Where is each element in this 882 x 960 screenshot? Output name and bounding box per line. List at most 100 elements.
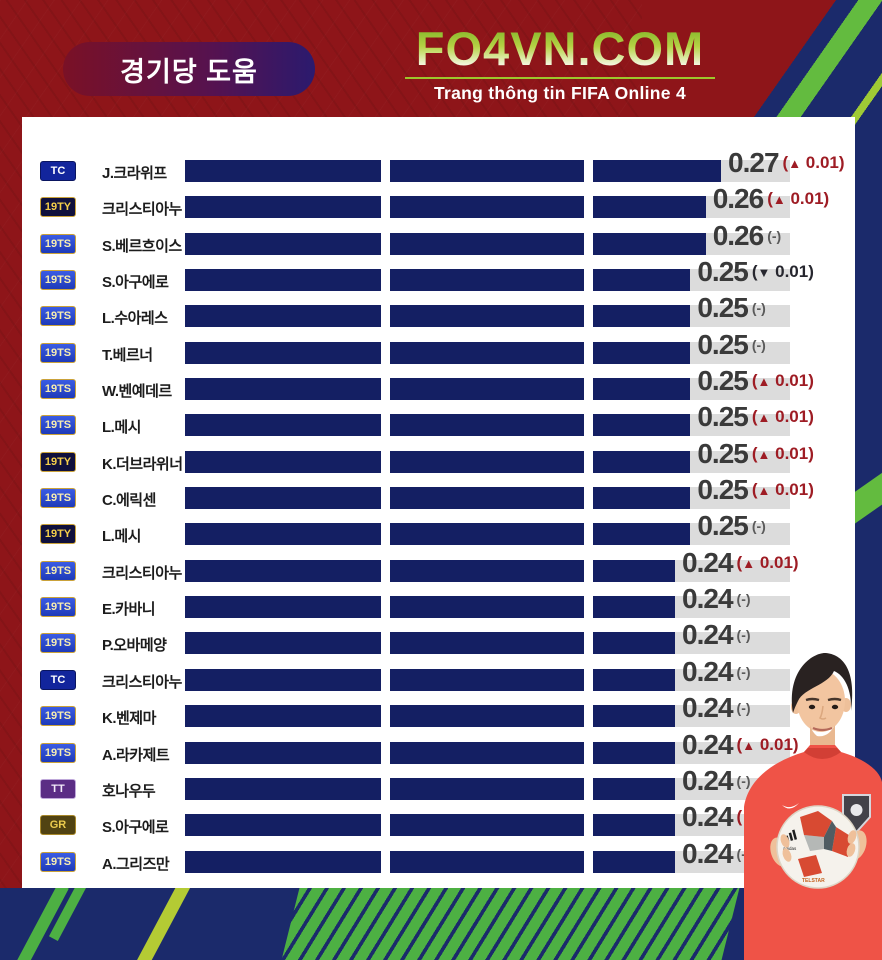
bar-segment-gap (584, 450, 593, 473)
change-down-icon: ▼ (757, 265, 771, 281)
player-card-badge: 19TY (40, 451, 76, 472)
bar-track: 0.24 (-) (185, 619, 790, 655)
bar-fill (185, 341, 691, 364)
table-row: 19TS K.벤제마 0.24 (-) (40, 692, 845, 734)
value-number: 0.25 (697, 401, 748, 433)
bar-fill (185, 414, 691, 437)
table-row: 19TS T.베르너 0.25 (-) (40, 329, 845, 371)
player-card-badge: 19TS (40, 488, 76, 509)
chart-rows: TC J.크라위프 0.27 (▲ 0.01) 19TY 크리스티아누 호날두 0… (40, 147, 845, 880)
player-card-badge: 19TS (40, 597, 76, 618)
bar-segment-gap (584, 269, 593, 292)
bar-segment-gap (381, 196, 390, 219)
player-name: 호나우두 (102, 782, 156, 800)
change-indicator: (-) (736, 591, 751, 608)
player-eye (808, 704, 816, 710)
table-row: TC J.크라위프 0.27 (▲ 0.01) (40, 147, 845, 189)
jersey-collar (804, 748, 841, 759)
bar-segment-gap (584, 668, 593, 691)
bar-segment-gap (381, 523, 390, 546)
table-row: 19TS W.벤예데르 0.25 (▲ 0.01) (40, 365, 845, 407)
table-row: GR S.아구에로 0.24(▲ 0.01) (40, 801, 845, 843)
change-indicator: (▲ 0.01) (767, 189, 830, 209)
bar-track: 0.24 (-) (185, 692, 790, 728)
value-label: 0.24 (-) (682, 619, 751, 651)
bar-segment-gap (584, 632, 593, 655)
change-up-icon: ▲ (772, 192, 786, 208)
adidas-text: adidas (783, 846, 797, 851)
bar-track: 0.26 (▲ 0.01) (185, 183, 829, 219)
value-number: 0.24 (682, 546, 733, 578)
bar-segment-gap (584, 378, 593, 401)
change-up-icon: ▲ (757, 446, 771, 462)
bar-segment-gap (584, 414, 593, 437)
change-up-icon: ▲ (757, 483, 771, 499)
bar-track: 0.25 (-) (185, 329, 790, 364)
change-indicator: (▼ 0.01) (751, 262, 814, 282)
bar-fill (185, 487, 691, 510)
value-number: 0.26 (712, 183, 764, 215)
bar-segment-gap (584, 160, 593, 182)
table-row: 19TS A.그리즈만 0.24 (-) (40, 838, 845, 880)
table-row: 19TY K.더브라위너 0.25 (▲ 0.01) (40, 438, 845, 480)
change-indicator: (-) (736, 700, 751, 717)
player-card-badge: 19TS (40, 342, 76, 363)
bar-segment-gap (584, 232, 593, 255)
value-number: 0.25 (697, 365, 748, 397)
player-name: E.카바니 (102, 601, 156, 619)
value-number: 0.24 (682, 837, 733, 869)
player-card-badge: 19TS (40, 379, 76, 400)
bar-segment-gap (381, 705, 390, 728)
change-up-icon: ▲ (757, 410, 771, 426)
bar-track: 0.25 (-) (185, 292, 790, 328)
bar-segment-gap (381, 341, 390, 364)
bar-segment-gap (381, 777, 390, 800)
table-row: 19TS S.베르흐이스 0.26 (-) (40, 220, 845, 262)
change-up-icon: ▲ (757, 374, 771, 390)
player-card-badge: 19TS (40, 706, 76, 727)
value-label: 0.25 (-) (697, 292, 766, 324)
bottom-decor-band (0, 888, 882, 960)
player-name: P.오바메양 (102, 637, 167, 655)
change-up-icon: ▲ (788, 156, 802, 171)
logo-underline (405, 77, 715, 80)
player-fingers (782, 848, 792, 862)
bar-track: 0.24 (-) (185, 656, 790, 691)
player-name: L.수아레스 (102, 310, 168, 328)
table-row: 19TS L.수아레스 0.25 (-) (40, 292, 845, 334)
value-label: 0.24 (-) (682, 692, 751, 724)
bar-fill (185, 232, 706, 255)
telstar-text: TELSTAR (802, 878, 825, 884)
player-name: L.메시 (102, 419, 141, 437)
player-eyebrow (827, 697, 842, 702)
player-card-badge: 19TS (40, 560, 76, 581)
bar-segment-gap (381, 559, 390, 582)
value-number: 0.24 (682, 583, 733, 615)
table-row: 19TS A.라카제트 0.24 (▲ 0.01) (40, 729, 845, 771)
value-label: 0.27 (▲ 0.01) (728, 147, 845, 179)
bar-fill (185, 450, 691, 473)
value-label: 0.25 (-) (697, 329, 766, 361)
player-name: A.그리즈만 (102, 855, 170, 873)
value-number: 0.24 (682, 692, 733, 724)
player-card-badge: 19TY (40, 197, 76, 218)
player-card-badge: TC (40, 161, 76, 181)
player-nose (818, 705, 827, 720)
bar-track: 0.25 (▲ 0.01) (185, 438, 814, 473)
bar-segment-gap (381, 487, 390, 510)
value-label: 0.25 (-) (697, 510, 766, 542)
player-name: S.베르흐이스 (102, 237, 182, 255)
bar-fill (185, 559, 676, 582)
table-row: 19TY L.메시 0.25 (-) (40, 510, 845, 552)
chart-card: TC J.크라위프 0.27 (▲ 0.01) 19TY 크리스티아누 호날두 0… (22, 117, 855, 888)
player-card-badge: GR (40, 815, 76, 836)
bar-segment-gap (584, 705, 593, 728)
bar-fill (185, 777, 676, 800)
bar-segment-gap (381, 414, 390, 437)
player-name: C.에릭센 (102, 492, 156, 510)
player-name: S.아구에로 (102, 274, 169, 292)
player-name: L.메시 (102, 528, 141, 546)
change-indicator: (-) (751, 300, 766, 317)
bar-segment-gap (584, 196, 593, 219)
bar-fill (185, 269, 691, 292)
